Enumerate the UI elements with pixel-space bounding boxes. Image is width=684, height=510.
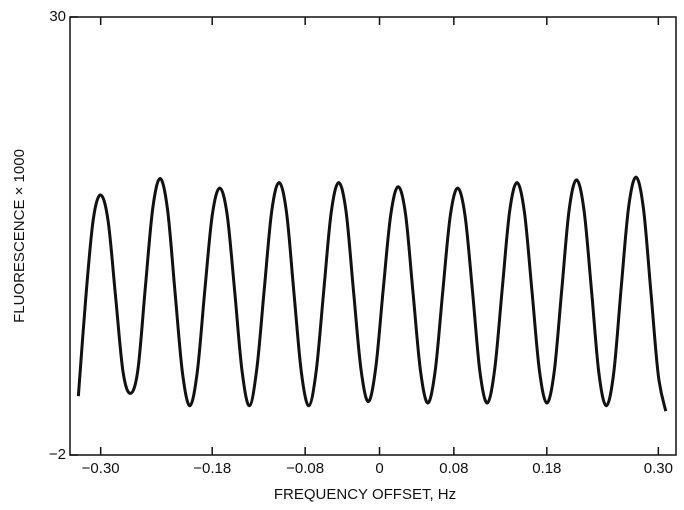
x-tick-label: −0.08 (286, 460, 324, 477)
y-axis-label: FLUORESCENCE × 1000 (11, 149, 28, 323)
x-axis-label: FREQUENCY OFFSET, Hz (274, 486, 456, 503)
y-tick-label: 30 (49, 8, 66, 25)
x-tick-label: −0.18 (193, 460, 231, 477)
x-tick-label: 0.08 (439, 460, 468, 477)
x-tick-label: 0.30 (644, 460, 673, 477)
x-tick-label: 0.18 (532, 460, 561, 477)
x-tick-label: 0 (375, 460, 383, 477)
data-line (76, 175, 668, 412)
x-tick-label: −0.30 (82, 460, 120, 477)
plot-frame (69, 16, 677, 456)
y-tick-label: −2 (49, 446, 66, 463)
